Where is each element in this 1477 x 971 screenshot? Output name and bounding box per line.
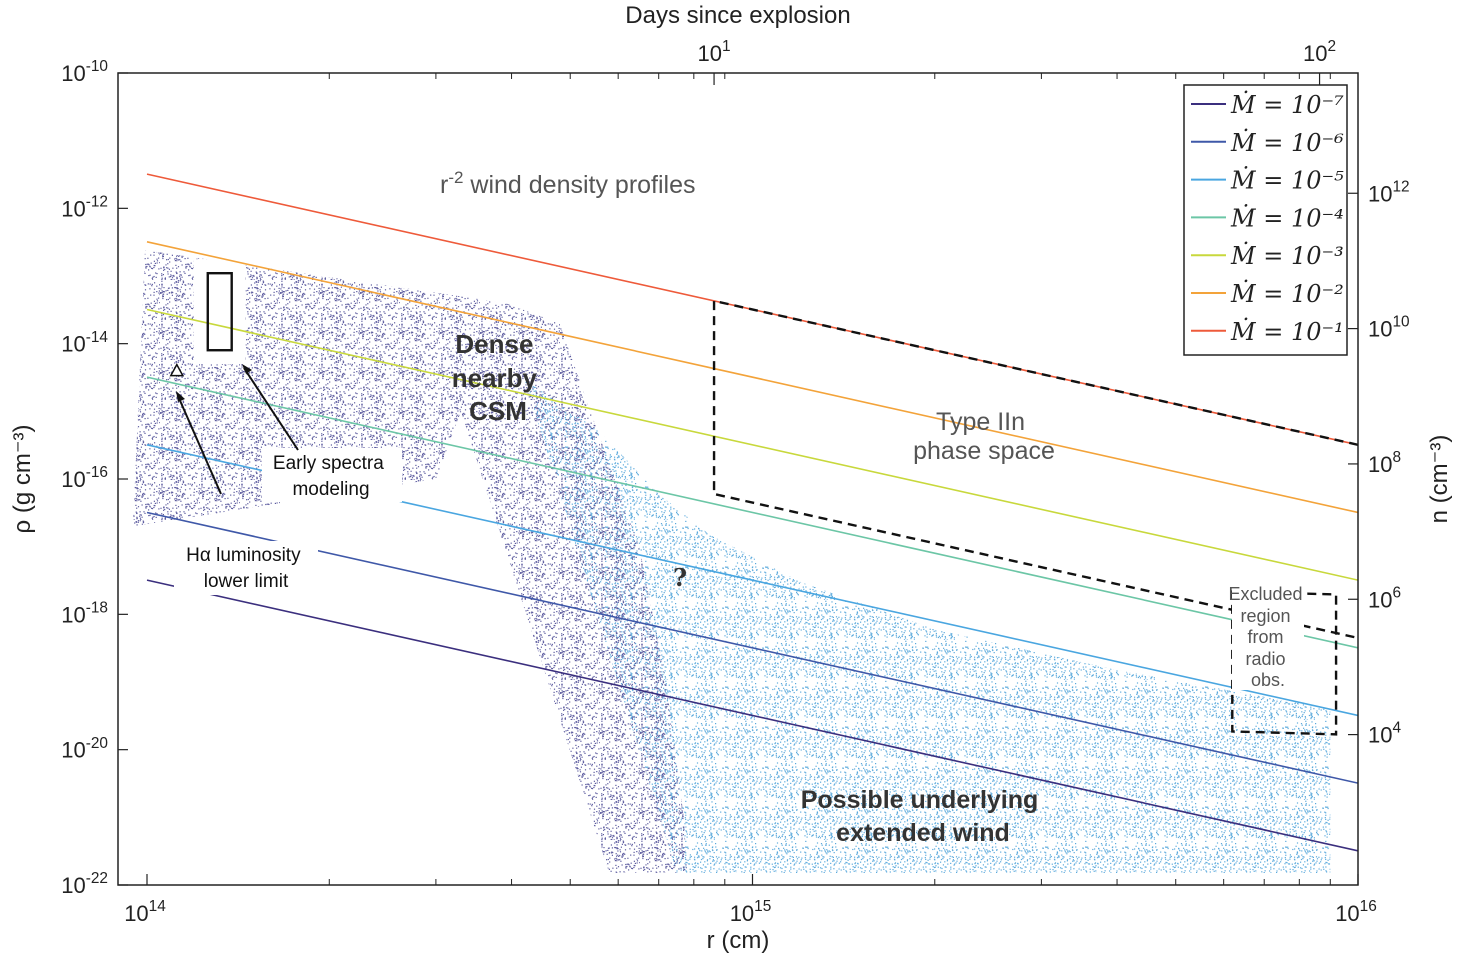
- annotations: r-2 wind density profiles Dense nearby C…: [174, 168, 1307, 847]
- halpha-arrowhead: [176, 391, 185, 402]
- halpha-label-bg: [174, 541, 318, 595]
- top-tick-label: 102: [1303, 38, 1336, 66]
- early-spectra-label: Early spectra modeling: [273, 453, 389, 500]
- legend-entry: Ṁ = 10⁻³: [1230, 241, 1344, 270]
- wind-profiles-label: r-2 wind density profiles: [440, 168, 696, 199]
- series-line-4: [146, 308, 1358, 581]
- excluded-label-bg: [1232, 582, 1304, 690]
- early-spectra-arrow: [243, 367, 299, 451]
- question-mark: ?: [673, 563, 687, 592]
- early-spectra-box: [206, 271, 233, 352]
- legend: Ṁ = 10⁻⁷ Ṁ = 10⁻⁶ Ṁ = 10⁻⁵ Ṁ = 10⁻⁴ Ṁ = 10⁻³…: [1183, 84, 1348, 356]
- right-tick-label: 106: [1368, 584, 1401, 612]
- halpha-marker: [169, 363, 185, 377]
- dense-csm-region: [133, 250, 688, 874]
- type-iin-label: Type IIn phase space: [913, 408, 1055, 465]
- wind-density-lines: [146, 173, 1358, 852]
- right-axis-label: n (cm⁻³): [1426, 435, 1453, 524]
- y-tick-label: 10-16: [61, 464, 108, 492]
- excluded-region-label: Excluded region from radio obs.: [1228, 584, 1307, 690]
- extended-wind-region: [524, 379, 1331, 873]
- early-spectra-patch: [193, 259, 246, 365]
- series-line-3: [146, 376, 1358, 649]
- halpha-label: Hα luminosity lower limit: [186, 545, 306, 592]
- legend-entry: Ṁ = 10⁻⁵: [1230, 166, 1344, 195]
- axis-ticks: 1014 1015 1016 10-10 10-12 10-14 10-16 10-18 10-…: [61, 38, 1409, 926]
- top-axis-label: Days since explosion: [625, 2, 850, 29]
- top-tick-label: 101: [698, 38, 731, 66]
- x-tick-label: 1016: [1335, 898, 1377, 926]
- y-tick-label: 10-14: [61, 329, 108, 357]
- x-tick-label: 1015: [730, 898, 772, 926]
- possible-wind-label: Possible underlying extended wind: [801, 786, 1046, 847]
- legend-box: [1183, 84, 1348, 356]
- shaded-regions: [133, 250, 1331, 874]
- y-tick-label: 10-10: [61, 58, 108, 86]
- legend-entry: Ṁ = 10⁻²: [1230, 279, 1344, 308]
- legend-entry: Ṁ = 10⁻⁴: [1230, 203, 1344, 232]
- type-iin-boundary: [712, 299, 1358, 640]
- x-axis-label: r (cm): [707, 927, 770, 954]
- y-tick-label: 10-20: [61, 735, 108, 763]
- early-spectra-arrowhead: [242, 364, 252, 374]
- halpha-arrow: [177, 395, 222, 495]
- y-axis-label: ρ (g cm⁻³): [9, 425, 36, 534]
- series-line-0: [146, 579, 1358, 852]
- y-tick-label: 10-18: [61, 599, 108, 627]
- right-tick-label: 104: [1368, 720, 1401, 748]
- right-tick-label: 1010: [1368, 314, 1410, 342]
- x-tick-label: 1014: [124, 898, 166, 926]
- plot-area: [133, 173, 1358, 874]
- legend-entry: Ṁ = 10⁻¹: [1230, 317, 1344, 346]
- early-spectra-label-bg: [262, 448, 402, 502]
- series-line-1: [146, 511, 1358, 784]
- legend-entry: Ṁ = 10⁻⁷: [1230, 90, 1344, 119]
- y-tick-label: 10-12: [61, 193, 108, 221]
- series-line-5: [146, 241, 1358, 514]
- y-tick-label: 10-22: [61, 870, 108, 898]
- right-tick-label: 108: [1368, 449, 1401, 477]
- legend-entry: Ṁ = 10⁻⁶: [1230, 128, 1344, 157]
- right-tick-label: 1012: [1368, 178, 1410, 206]
- dense-csm-label: Dense nearby CSM: [452, 329, 545, 426]
